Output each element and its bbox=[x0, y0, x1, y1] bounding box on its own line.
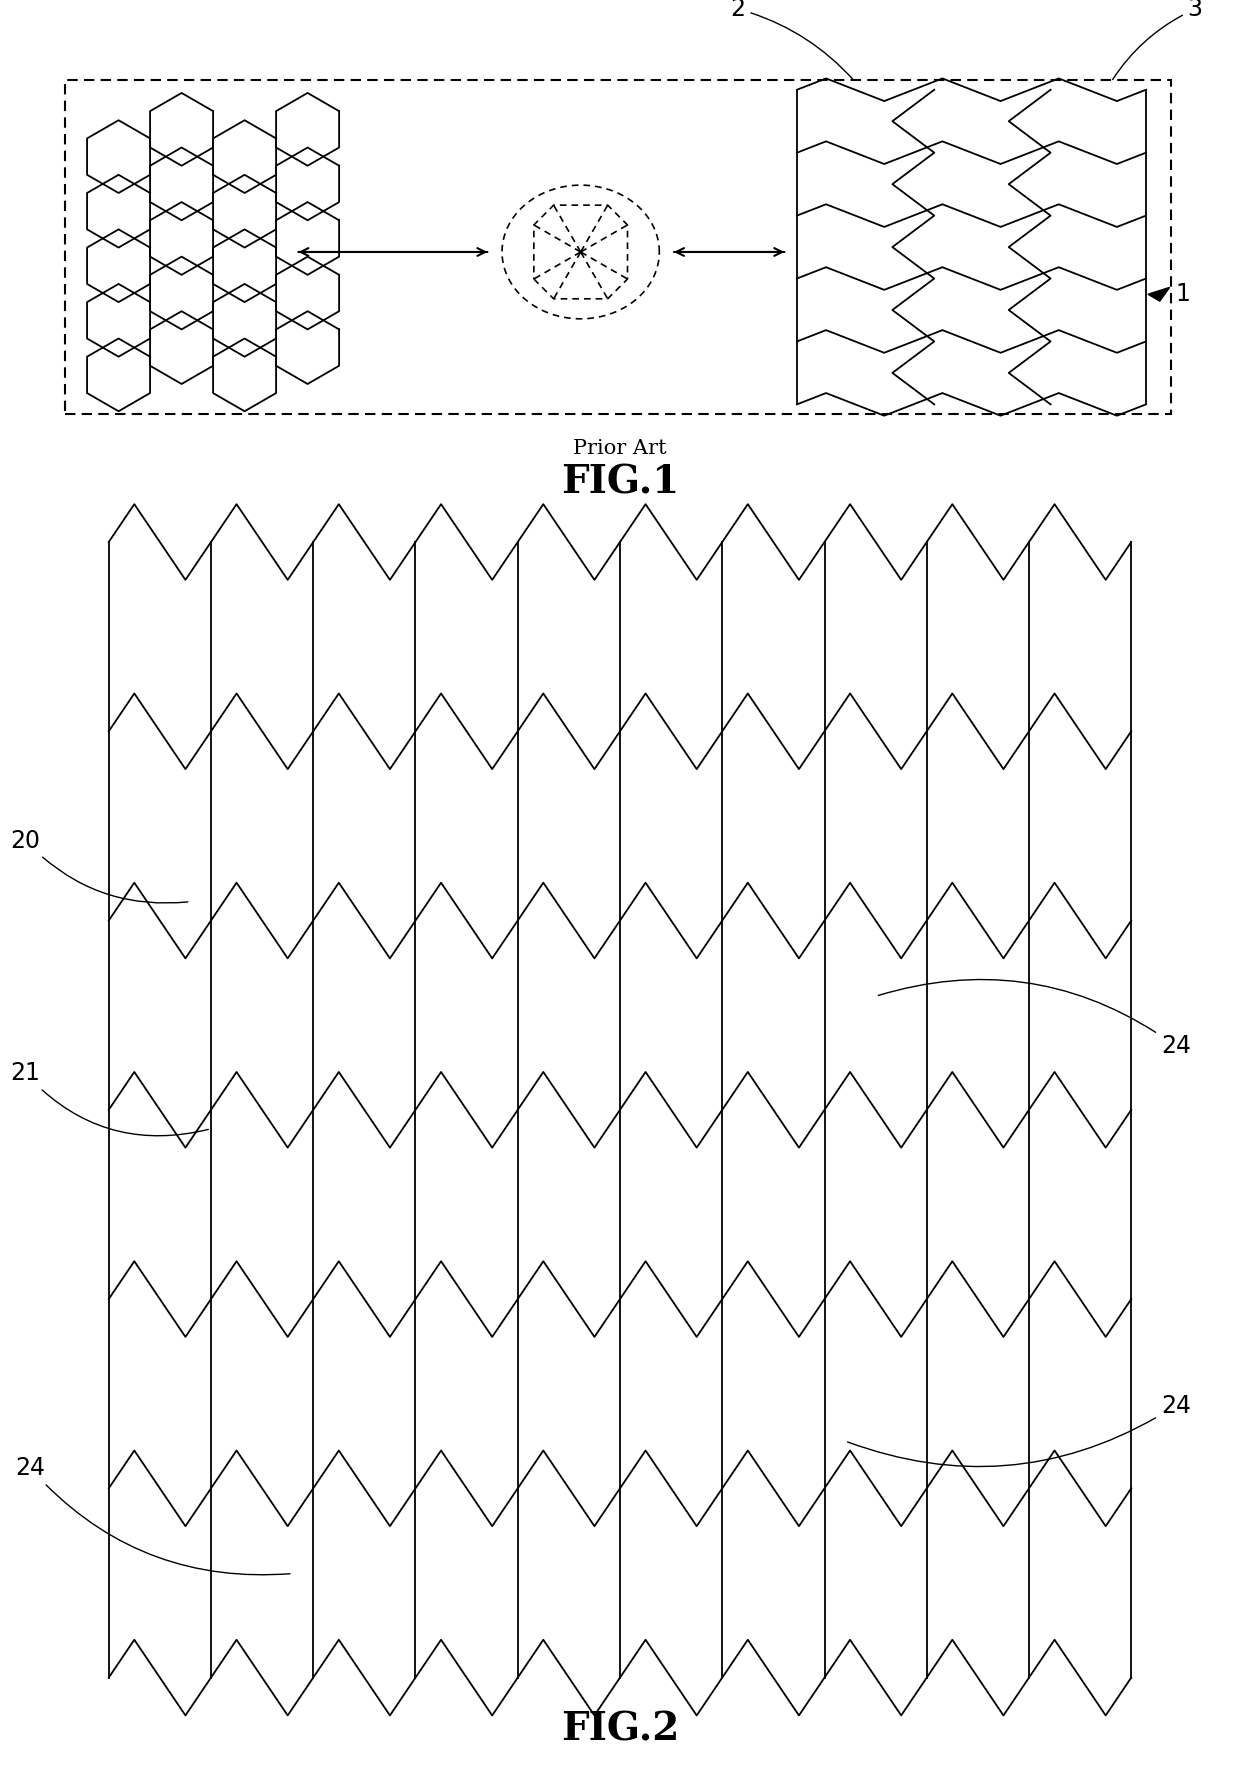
Text: FIG.2: FIG.2 bbox=[560, 1711, 680, 1748]
Text: 21: 21 bbox=[10, 1061, 208, 1135]
Text: 2: 2 bbox=[730, 0, 853, 80]
Bar bbox=[64, 80, 1171, 414]
Text: 24: 24 bbox=[15, 1456, 290, 1574]
Text: 24: 24 bbox=[878, 979, 1190, 1057]
Polygon shape bbox=[1148, 287, 1169, 301]
Text: 3: 3 bbox=[1112, 0, 1203, 80]
Text: Prior Art: Prior Art bbox=[573, 439, 667, 457]
Text: FIG.1: FIG.1 bbox=[560, 464, 680, 501]
Text: 1: 1 bbox=[1176, 282, 1190, 306]
Text: 20: 20 bbox=[10, 829, 187, 903]
Text: 24: 24 bbox=[848, 1394, 1190, 1466]
